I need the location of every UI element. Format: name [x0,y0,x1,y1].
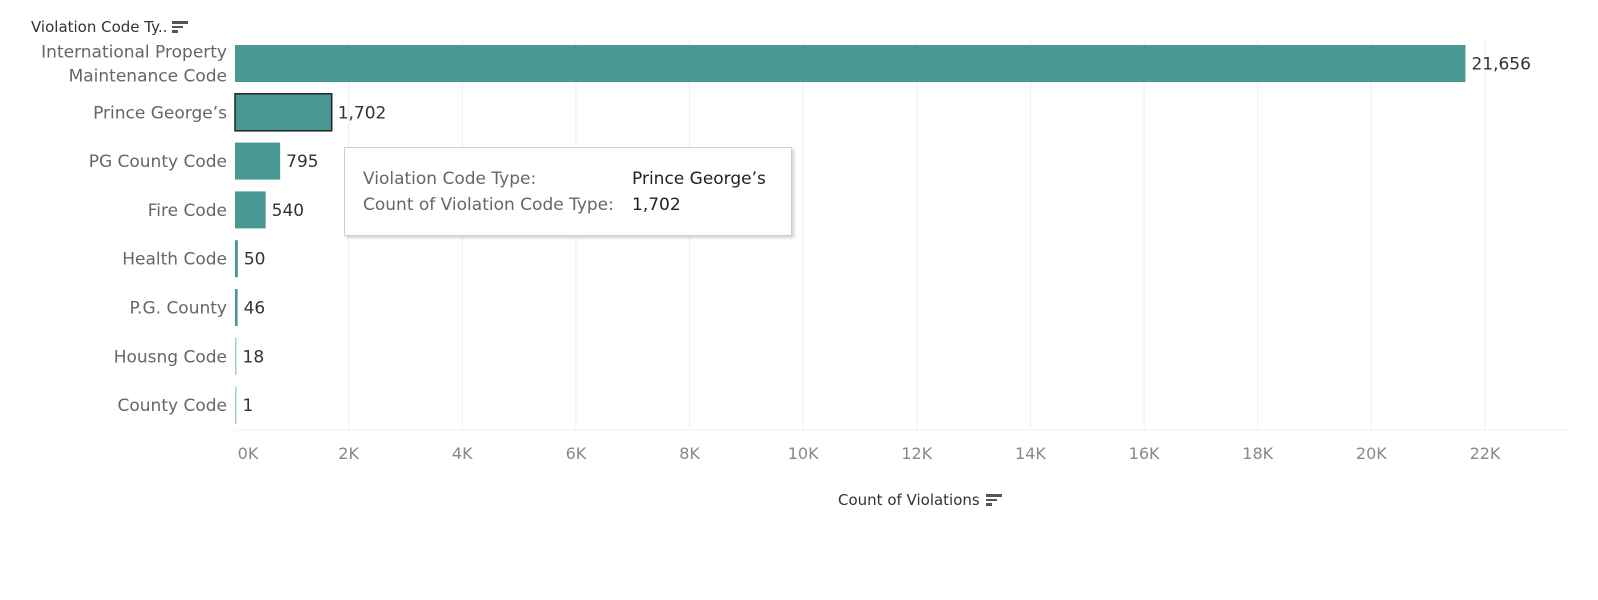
value-label: 540 [272,201,304,221]
category-label: Prince George’s [93,103,227,123]
y-axis-title: Violation Code Ty.. [31,18,168,36]
x-tick-label: 2K [338,444,359,463]
value-label: 1,702 [338,103,387,123]
value-label: 50 [244,250,266,270]
x-tick-label: 0K [238,444,259,463]
bar [235,45,1466,82]
category-label: Fire Code [148,201,227,221]
tooltip-value: Prince George’s [632,169,766,189]
value-label: 21,656 [1471,55,1530,75]
category-label: P.G. County [129,299,227,319]
tooltip-key: Violation Code Type: [363,169,537,189]
x-axis-header: Count of Violations [838,491,1002,509]
category-label: County Code [118,396,227,416]
tooltip: Violation Code Type: Prince George’s Cou… [344,147,792,236]
category-label: International Property [41,43,227,63]
bar [235,191,266,229]
value-label: 1 [243,396,254,416]
value-label: 795 [286,152,318,172]
tooltip-value: 1,702 [632,195,681,215]
bar [235,337,237,375]
y-axis-header: Violation Code Ty.. [31,18,189,36]
bar [235,142,281,180]
x-tick-label: 12K [901,444,932,463]
category-label: Housng Code [114,347,227,367]
value-label: 46 [244,299,266,319]
bar [235,289,238,326]
x-tick-label: 18K [1242,444,1273,463]
x-axis-title: Count of Violations [838,491,980,509]
sort-icon[interactable] [985,493,1002,507]
bar [235,240,238,278]
tooltip-key: Count of Violation Code Type: [363,195,614,215]
x-tick-label: 4K [452,444,473,463]
x-tick-label: 10K [788,444,819,463]
bar [234,93,333,132]
category-label: Health Code [122,250,227,270]
x-tick-label: 22K [1470,444,1501,463]
x-tick-label: 16K [1129,444,1160,463]
x-tick-label: 14K [1015,444,1046,463]
x-tick-label: 20K [1356,444,1387,463]
bar [235,386,237,424]
category-label: Maintenance Code [69,67,227,87]
value-label: 18 [243,347,265,367]
category-label: PG County Code [89,152,227,172]
x-tick-label: 8K [679,444,700,463]
x-tick-label: 6K [566,444,587,463]
sort-icon[interactable] [172,20,189,34]
